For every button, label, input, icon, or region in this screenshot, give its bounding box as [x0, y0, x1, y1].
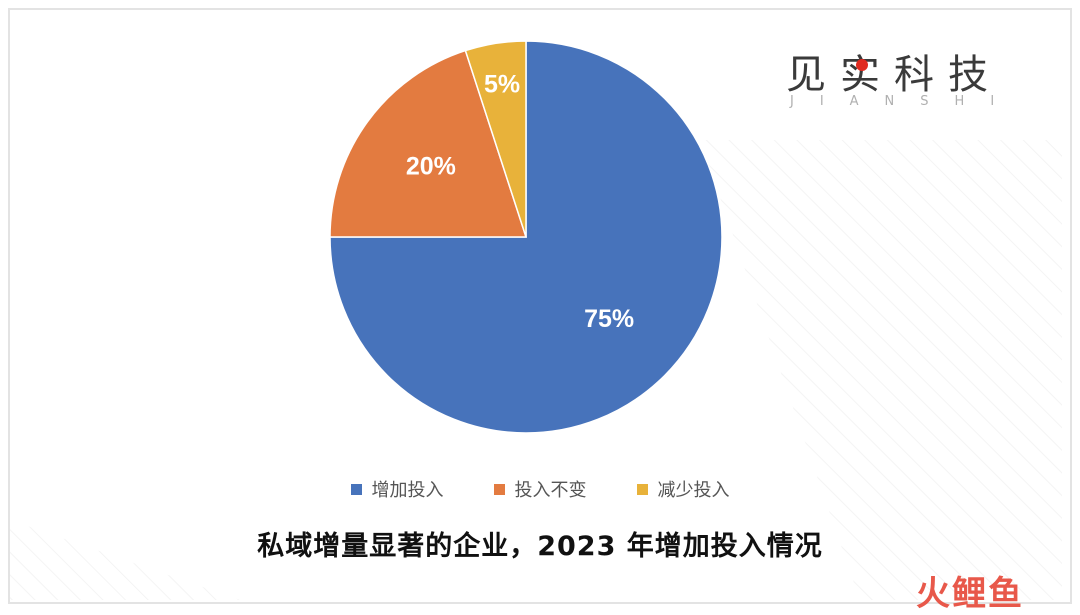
pie-label-unchanged: 20% [406, 152, 456, 180]
chart-legend: 增加投入 投入不变 减少投入 [0, 476, 1080, 502]
brand-name: 见实科技 [786, 52, 1002, 98]
legend-label-increase: 增加投入 [371, 480, 444, 501]
brand-logo: 见实科技 JIANSHI [786, 42, 1026, 122]
legend-item-increase: 增加投入 [350, 476, 444, 502]
pie-slice-labels: 75% 20% 5% [406, 71, 634, 333]
legend-item-unchanged: 投入不变 [493, 476, 587, 502]
brand-subtitle: JIANSHI [790, 94, 1021, 109]
legend-swatch-unchanged [493, 483, 505, 495]
pie-label-decrease: 5% [484, 71, 520, 99]
chart-title: 私域增量显著的企业，2023 年增加投入情况 [257, 531, 823, 562]
legend-swatch-decrease [636, 483, 648, 495]
pie-slices [329, 40, 723, 434]
legend-item-decrease: 减少投入 [636, 476, 730, 502]
brand-dot-icon [856, 59, 868, 71]
legend-label-decrease: 减少投入 [657, 480, 730, 501]
watermark-logo: 火鲤鱼 [916, 574, 1024, 614]
pie-slice-decrease [464, 40, 527, 238]
legend-label-unchanged: 投入不变 [514, 480, 587, 501]
legend-swatch-increase [350, 483, 362, 495]
pie-slice-unchanged [329, 49, 528, 238]
pie-label-increase: 75% [584, 305, 634, 333]
pie-slice-increase [329, 40, 723, 434]
